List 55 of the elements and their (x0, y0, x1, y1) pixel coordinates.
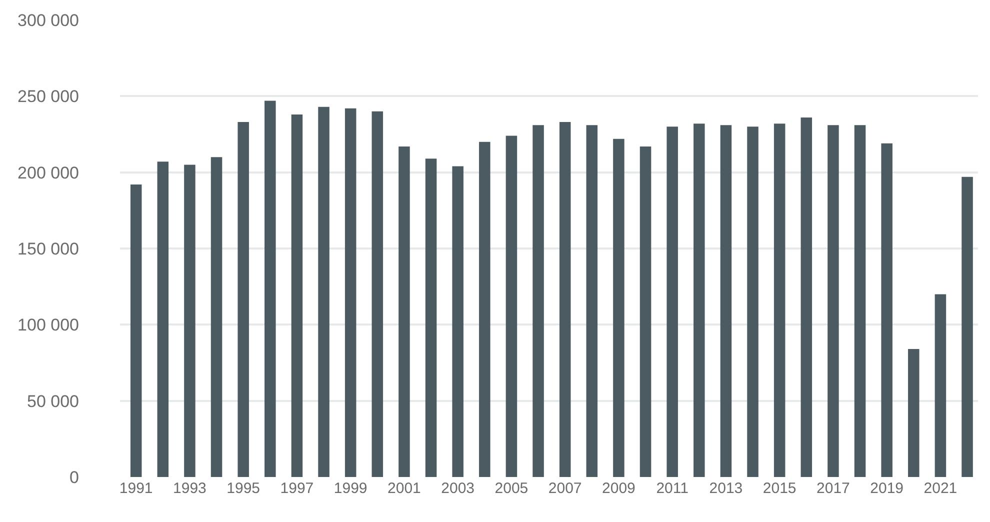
y-tick-label: 100 000 (18, 316, 79, 335)
bar (962, 176, 973, 477)
bar (828, 125, 839, 477)
bar (130, 184, 142, 477)
x-tick-label: 1997 (280, 480, 314, 497)
x-tick-label: 2013 (709, 480, 743, 497)
bar (934, 294, 946, 477)
bar (452, 166, 464, 477)
x-tick-label: 2007 (548, 480, 582, 497)
bar (291, 114, 303, 477)
y-tick-label: 50 000 (27, 392, 79, 411)
x-tick-label: 2019 (870, 480, 904, 497)
bar (398, 146, 410, 477)
bar (774, 124, 786, 477)
bar (157, 162, 169, 477)
bar (559, 122, 571, 477)
bar (908, 349, 920, 477)
y-tick-label: 200 000 (18, 163, 79, 182)
bar (694, 124, 705, 477)
x-tick-label: 2011 (656, 480, 688, 497)
x-tick-label: 1999 (334, 480, 368, 497)
bar (720, 125, 732, 477)
bar (747, 126, 758, 477)
bar (318, 106, 330, 477)
x-tick-label: 2017 (816, 480, 850, 497)
x-tick-label: 1995 (226, 480, 260, 497)
y-tick-label: 300 000 (18, 10, 79, 30)
bar (372, 111, 384, 477)
x-tick-label: 2009 (602, 480, 636, 497)
x-tick-label: 1991 (119, 480, 153, 497)
x-tick-label: 2021 (924, 480, 958, 497)
y-tick-label: 250 000 (18, 87, 79, 106)
bar (425, 158, 437, 477)
bar (640, 146, 652, 477)
bar (532, 125, 544, 477)
bar (666, 126, 678, 477)
x-tick-label: 1993 (173, 480, 206, 497)
y-tick-label: 150 000 (18, 239, 79, 258)
bar (479, 142, 490, 477)
bar (881, 143, 892, 477)
bar (344, 108, 356, 477)
bar (210, 157, 222, 477)
bar (264, 100, 276, 477)
bar (800, 117, 812, 477)
y-tick-label: 0 (70, 468, 79, 487)
bar (506, 136, 518, 477)
bar (184, 164, 196, 477)
bar (238, 122, 249, 477)
bar (854, 125, 866, 477)
x-tick-label: 2015 (762, 480, 796, 497)
x-tick-label: 2003 (441, 480, 475, 497)
x-tick-label: 2005 (494, 480, 528, 497)
bar (613, 138, 624, 477)
bar (586, 125, 598, 477)
x-tick-label: 2001 (388, 480, 421, 497)
